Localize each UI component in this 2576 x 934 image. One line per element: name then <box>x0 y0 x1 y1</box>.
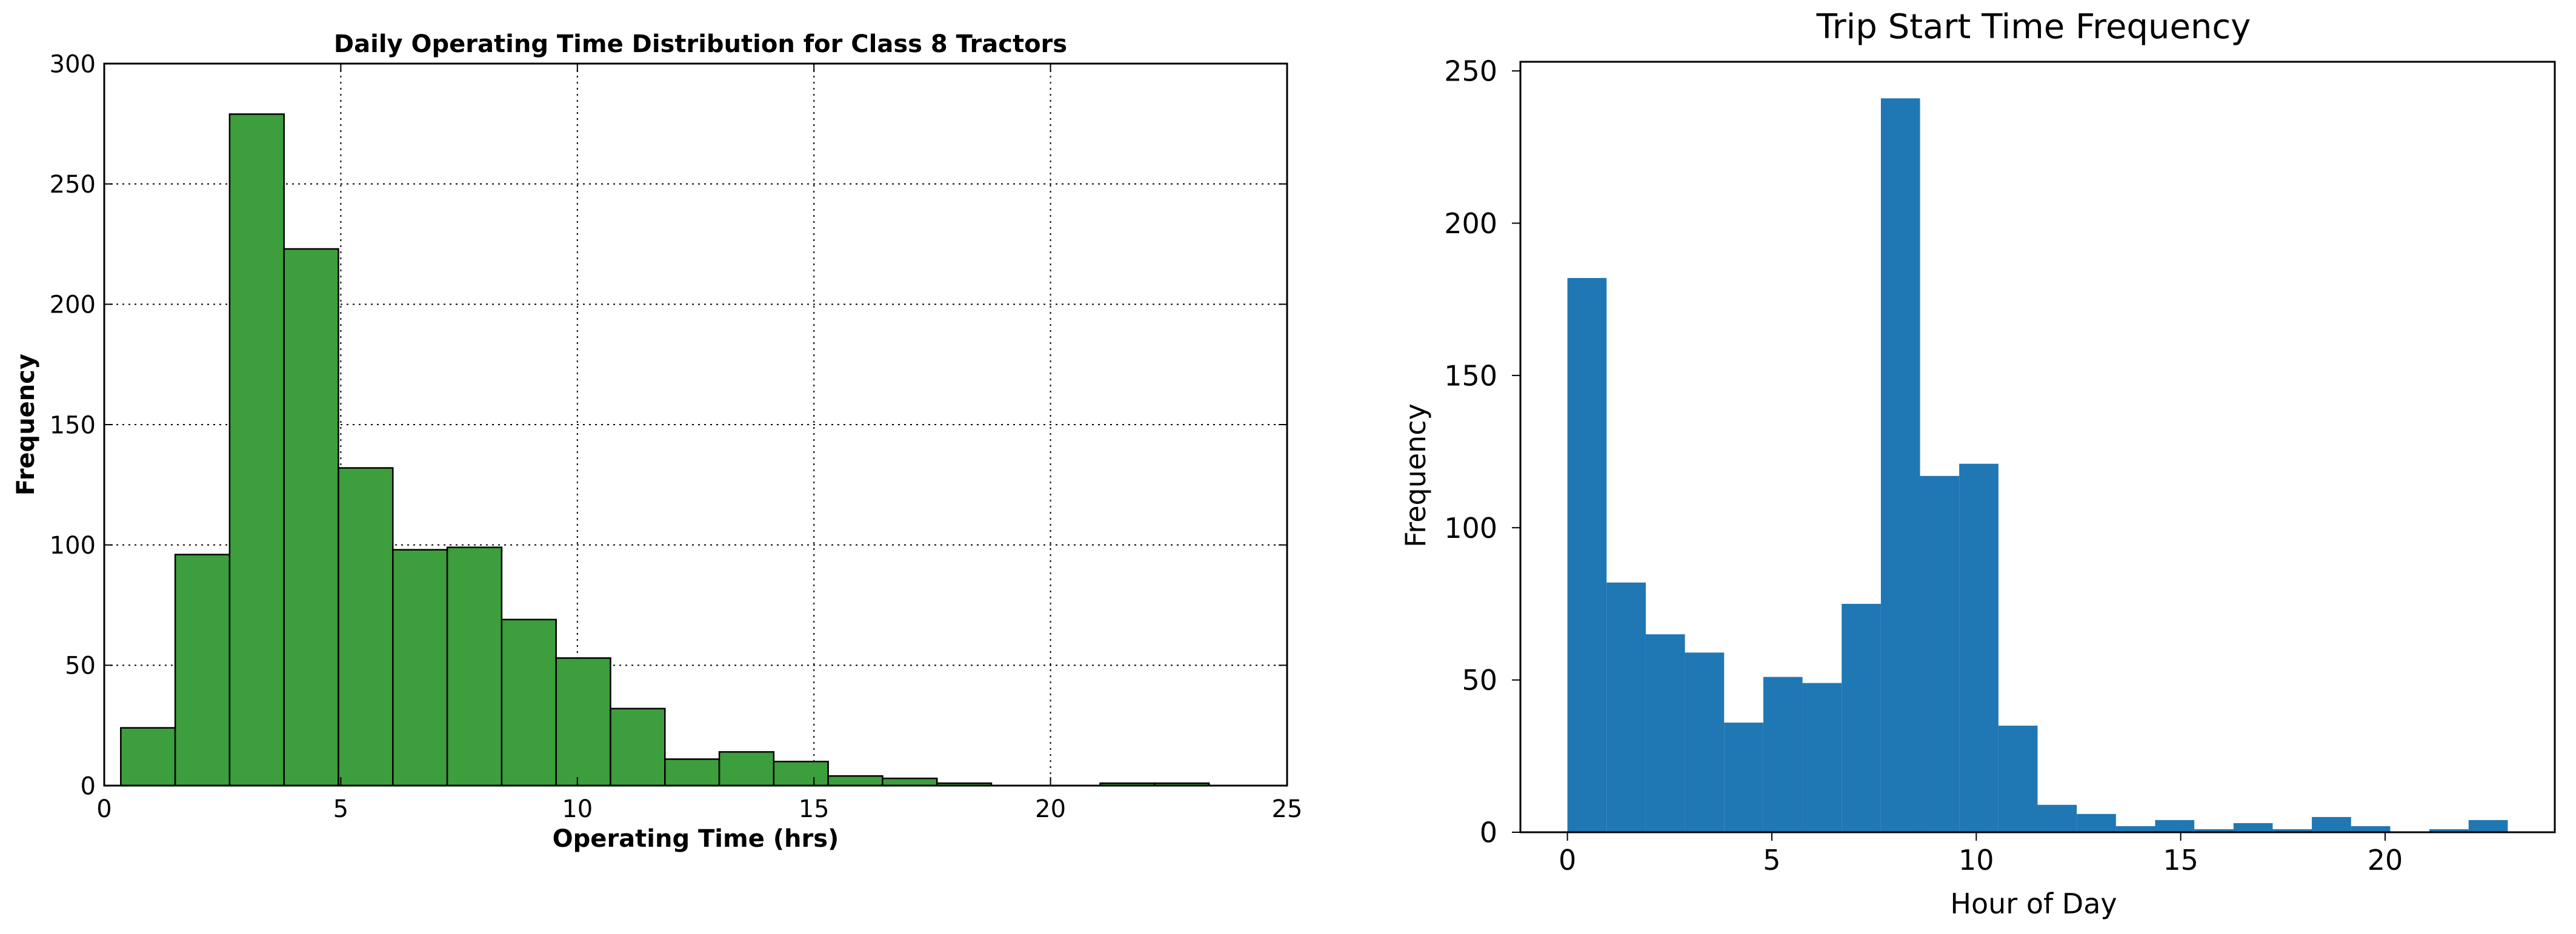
left-x-axis-label: Operating Time (hrs) <box>553 825 839 853</box>
right-y-ticks: 0 50 100 150 200 250 <box>1444 55 1520 849</box>
left-y-axis-label: Frequency <box>12 354 40 495</box>
left-y-tick-label: 250 <box>50 171 96 199</box>
left-y-ticks: 0 50 100 150 200 250 300 <box>50 50 1287 800</box>
right-x-tick-label: 10 <box>1959 844 1994 876</box>
right-y-tick-label: 250 <box>1444 55 1497 88</box>
left-histogram-bar <box>773 761 829 787</box>
right-y-axis-label: Frequency <box>1399 403 1432 548</box>
left-histogram-bar <box>827 775 884 787</box>
left-y-tick-label: 0 <box>81 772 96 800</box>
left-histogram-bar <box>228 113 285 787</box>
right-histogram-bar <box>2272 829 2312 832</box>
left-histogram-bar <box>555 657 611 787</box>
right-y-tick-label: 50 <box>1462 664 1497 697</box>
right-histogram-bar <box>1724 723 1763 832</box>
right-histogram-bar <box>1802 683 1842 832</box>
left-histogram-bar <box>392 549 448 787</box>
left-x-ticks: 0 5 10 15 20 25 <box>96 64 1302 823</box>
left-histogram-bar <box>718 751 775 787</box>
left-bars <box>120 113 1210 787</box>
right-y-tick-label: 150 <box>1444 359 1497 392</box>
operating-time-histogram: Daily Operating Time Distribution for Cl… <box>12 30 1302 853</box>
left-x-tick-label: 0 <box>96 795 111 823</box>
right-histogram-bar <box>1880 98 1920 832</box>
right-y-tick-label: 200 <box>1444 207 1497 240</box>
right-histogram-bar <box>1645 634 1685 832</box>
right-x-tick-label: 5 <box>1763 844 1780 876</box>
right-x-tick-label: 20 <box>2368 844 2403 876</box>
left-histogram-bar <box>120 727 176 787</box>
right-y-tick-label: 0 <box>1480 816 1497 849</box>
left-y-tick-label: 300 <box>50 50 96 78</box>
right-x-tick-label: 15 <box>2163 844 2198 876</box>
right-histogram-bar <box>1998 726 2038 832</box>
left-y-tick-label: 150 <box>50 411 96 439</box>
right-bars <box>1567 98 2508 832</box>
left-histogram-bar <box>174 554 231 787</box>
right-x-axis-label: Hour of Day <box>1950 887 2117 920</box>
left-histogram-bar <box>882 777 938 787</box>
left-x-tick-label: 10 <box>562 795 593 823</box>
right-histogram-bar <box>1763 677 1803 832</box>
right-histogram-bar <box>2312 816 2351 832</box>
left-x-tick-label: 20 <box>1035 795 1066 823</box>
left-histogram-bar <box>446 546 503 787</box>
left-histogram-bar <box>283 248 339 787</box>
right-histogram-bar <box>2115 826 2155 832</box>
left-y-tick-label: 100 <box>50 532 96 560</box>
right-histogram-bar <box>2077 813 2116 832</box>
right-histogram-bar <box>2037 804 2077 832</box>
right-x-ticks: 0 5 10 15 20 <box>1559 832 2403 876</box>
left-x-tick-label: 15 <box>799 795 830 823</box>
left-x-tick-label: 5 <box>333 795 348 823</box>
left-chart-title: Daily Operating Time Distribution for Cl… <box>334 30 1067 58</box>
right-histogram-bar <box>2351 826 2391 832</box>
right-histogram-bar <box>2194 829 2234 832</box>
trip-start-histogram: Trip Start Time Frequency 0 5 10 15 20 0 50 10… <box>1399 7 2556 920</box>
right-histogram-bar <box>1606 582 1646 832</box>
right-histogram-bar <box>1842 603 1881 832</box>
right-histogram-bar <box>2155 820 2195 832</box>
left-histogram-bar <box>664 758 721 787</box>
left-histogram-bar <box>338 467 394 787</box>
right-histogram-bar <box>2429 829 2469 832</box>
right-histogram-bar <box>1959 463 1999 832</box>
left-histogram-bar <box>610 707 666 787</box>
left-histogram-bar <box>501 618 557 787</box>
right-histogram-bar <box>1685 652 1725 832</box>
left-y-tick-label: 50 <box>65 652 96 680</box>
right-plot-frame <box>1519 61 2556 833</box>
right-histogram-bar <box>1567 277 1607 832</box>
left-y-tick-label: 200 <box>50 291 96 319</box>
right-chart-title: Trip Start Time Frequency <box>1816 7 2251 47</box>
right-x-tick-label: 0 <box>1559 844 1576 876</box>
right-histogram-bar <box>1920 475 1960 832</box>
left-x-tick-label: 25 <box>1272 795 1303 823</box>
right-histogram-bar <box>2233 823 2273 832</box>
right-histogram-bar <box>2468 820 2508 832</box>
right-y-tick-label: 100 <box>1444 512 1497 545</box>
